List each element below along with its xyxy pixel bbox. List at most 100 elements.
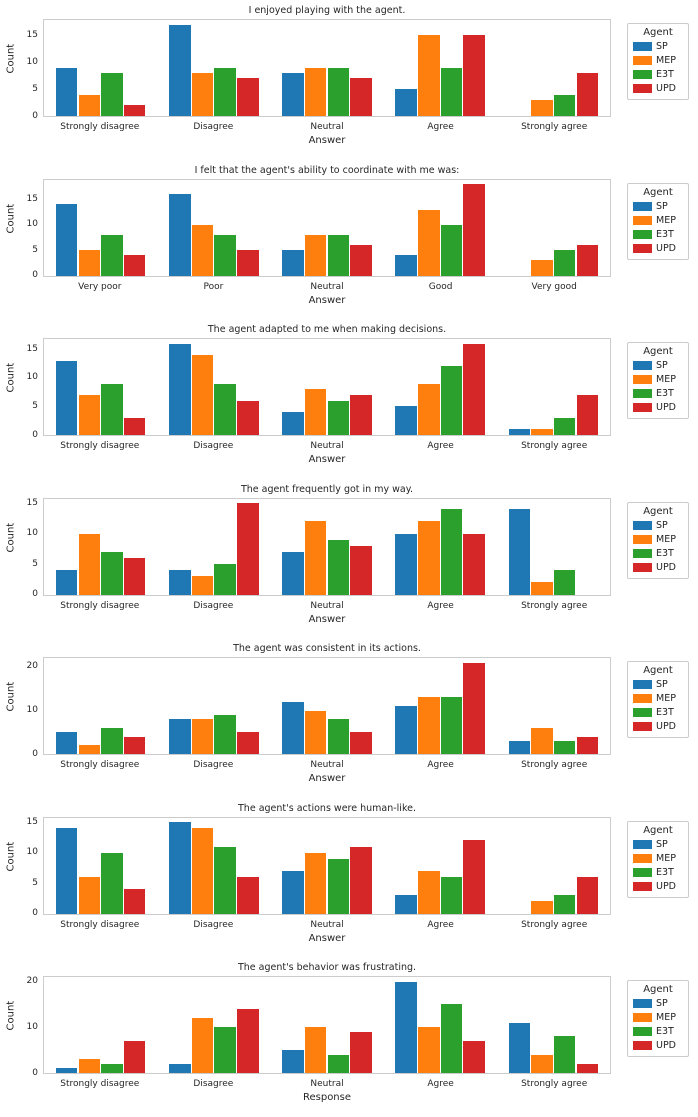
bar-group — [157, 339, 270, 435]
bar-e3t — [327, 539, 350, 595]
chart-title: The agent's behavior was frustrating. — [237, 962, 417, 973]
bar-group — [157, 658, 270, 754]
bar-sp — [395, 255, 417, 276]
bar-sp — [282, 73, 304, 116]
bar-chart-figure: I enjoyed playing with the agent. Count … — [0, 0, 698, 160]
y-tick-label: 0 — [32, 270, 38, 280]
legend-title: Agent — [643, 505, 673, 517]
bar-sp — [55, 1068, 78, 1073]
legend-label: UPD — [656, 880, 676, 892]
legend-label: UPD — [656, 721, 676, 732]
bar-e3t — [101, 852, 123, 914]
x-tick-label: Agree — [427, 441, 454, 451]
legend-label: MEP — [656, 214, 676, 226]
bar-upd — [123, 557, 146, 595]
bar-e3t — [214, 234, 236, 276]
x-axis-label: Answer — [308, 135, 346, 146]
legend-label: UPD — [656, 402, 676, 413]
bar-sp — [282, 412, 304, 435]
bar-mep — [418, 383, 440, 435]
x-axis-ticks: Very poor Poor Neutral Good Very good — [43, 282, 611, 292]
legend-entry: UPD — [633, 881, 683, 892]
bar-e3t — [440, 509, 463, 595]
legend-label: MEP — [656, 1012, 676, 1023]
legend-label: UPD — [656, 242, 676, 254]
legend-title: Agent — [643, 824, 673, 836]
x-tick-label: Neutral — [310, 122, 344, 132]
bar-group — [44, 658, 157, 754]
legend: Agent SP MEP E3T UPD — [627, 23, 689, 100]
bar-e3t — [214, 714, 236, 754]
legend-swatch — [633, 881, 652, 891]
bar-sp — [508, 509, 531, 595]
bar-mep — [304, 67, 327, 116]
bar-e3t — [327, 67, 350, 116]
bar-upd — [576, 395, 599, 435]
bar-group — [497, 339, 610, 435]
bar-mep — [418, 209, 440, 276]
legend-swatch — [633, 403, 652, 412]
x-tick-label: Strongly disagree — [60, 600, 140, 611]
bar-groups — [44, 339, 610, 435]
legend-swatch — [633, 375, 652, 384]
bar-group — [44, 339, 157, 435]
bar-upd — [350, 245, 372, 276]
legend-entry: UPD — [633, 83, 683, 94]
legend-entry: MEP — [633, 853, 683, 864]
legend-swatch — [633, 1027, 652, 1036]
legend-entry: UPD — [633, 402, 683, 413]
bar-mep — [531, 1054, 553, 1073]
legend-entries: SP MEP E3T UPD — [633, 839, 683, 892]
bar-e3t — [440, 876, 463, 914]
legend: Agent SP MEP E3T UPD — [627, 342, 689, 419]
x-tick-label: Disagree — [193, 122, 234, 132]
y-tick-label: 10 — [26, 847, 38, 858]
legend-label: SP — [656, 41, 668, 52]
x-tick-label: Agree — [427, 600, 454, 611]
x-axis-ticks: Strongly disagree Disagree Neutral Agree Str… — [43, 920, 611, 930]
bar-group — [384, 818, 497, 914]
bar-upd — [237, 732, 259, 754]
legend-swatch — [633, 562, 652, 572]
x-tick-label: Neutral — [310, 760, 344, 770]
x-tick-label: Disagree — [193, 760, 234, 770]
bar-mep — [191, 355, 214, 435]
bar-upd — [576, 73, 599, 116]
legend-swatch — [633, 534, 652, 544]
x-tick-label: Very poor — [78, 281, 122, 292]
bar-group — [384, 977, 497, 1073]
bar-groups — [44, 20, 610, 116]
legend-entry: MEP — [633, 215, 683, 226]
bar-upd — [237, 503, 259, 595]
legend: Agent SP MEP E3T UPD — [627, 661, 689, 738]
bar-sp — [169, 1063, 191, 1073]
bar-e3t — [327, 234, 350, 276]
bar-group — [270, 20, 383, 116]
bar-groups — [44, 818, 610, 914]
chart-title: The agent was consistent in its actions. — [233, 643, 421, 654]
legend-swatch — [633, 56, 652, 65]
plot-area — [43, 657, 611, 755]
x-tick-label: Neutral — [310, 600, 344, 611]
bar-groups — [44, 180, 610, 276]
legend-swatch — [633, 229, 652, 239]
bar-upd — [237, 78, 259, 116]
legend-entry: SP — [633, 679, 683, 690]
bar-e3t — [440, 1004, 463, 1073]
y-tick-label: 5 — [32, 558, 38, 569]
legend-title: Agent — [643, 665, 673, 676]
y-tick-label: 0 — [32, 589, 38, 599]
bar-mep — [78, 1059, 100, 1073]
x-axis-label: Answer — [308, 932, 346, 944]
bar-upd — [237, 876, 259, 914]
legend-swatch — [633, 1041, 652, 1050]
x-tick-label: Agree — [427, 760, 454, 770]
bar-group — [497, 658, 610, 754]
bar-upd — [576, 245, 599, 276]
bar-group — [44, 499, 157, 595]
bar-upd — [350, 1031, 372, 1073]
bar-mep — [191, 828, 214, 914]
y-tick-label: 10 — [26, 704, 38, 715]
x-tick-label: Strongly agree — [521, 600, 588, 611]
legend-entry: MEP — [633, 534, 683, 545]
